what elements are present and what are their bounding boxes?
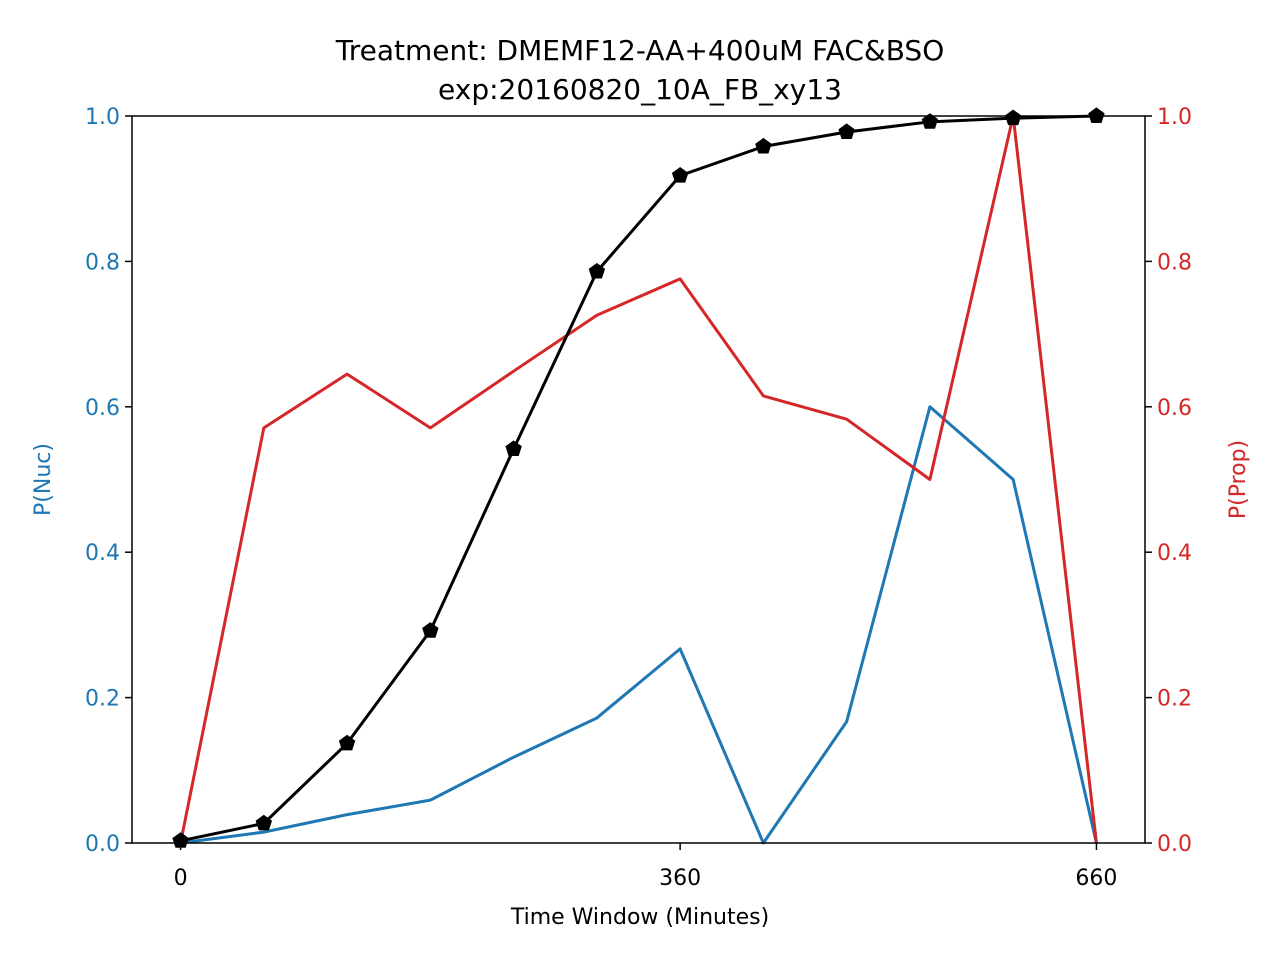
right-tick-label: 0.4: [1157, 541, 1192, 566]
left-tick-label: 0.4: [85, 541, 120, 566]
plot-area: [172, 107, 1105, 848]
series-marker: [505, 440, 522, 456]
plot-frame: [131, 115, 1146, 844]
left-tick-label: 0.0: [85, 832, 120, 857]
x-axis: 0 360 660: [174, 843, 1117, 891]
chart-subtitle: exp:20160820_10A_FB_xy13: [438, 73, 842, 106]
series-marker: [921, 113, 939, 129]
series-marker: [671, 166, 689, 183]
series-marker: [838, 123, 855, 139]
series-marker: [1004, 109, 1022, 126]
right-tick-label: 0.8: [1157, 250, 1192, 275]
right-tick-label: 0.2: [1157, 687, 1192, 712]
right-tick-label: 0.0: [1157, 832, 1192, 857]
left-tick-label: 0.6: [85, 396, 120, 421]
left-tick-label: 0.8: [85, 250, 120, 275]
right-y-axis: 0.0 0.2 0.4 0.6 0.8 1.0: [1145, 105, 1192, 857]
x-tick-label: 360: [659, 866, 701, 891]
series-marker: [755, 137, 772, 154]
series-marker: [422, 622, 439, 638]
right-tick-label: 1.0: [1157, 105, 1192, 130]
x-tick-label: 0: [174, 866, 188, 891]
series-marker: [588, 262, 606, 279]
chart-title: Treatment: DMEMF12-AA+400uM FAC&BSO: [335, 34, 945, 67]
left-tick-label: 0.2: [85, 687, 120, 712]
series-marker: [1088, 107, 1105, 123]
x-tick-label: 660: [1075, 866, 1117, 891]
left-tick-label: 1.0: [85, 105, 120, 130]
series-line-2: [180, 114, 1097, 843]
series-line-1: [179, 114, 1098, 844]
series-marker: [255, 814, 273, 831]
right-y-axis-label: P(Prop): [1226, 440, 1251, 519]
right-tick-label: 0.6: [1157, 396, 1192, 421]
left-y-axis-label: P(Nuc): [31, 443, 56, 516]
left-y-axis: 0.0 0.2 0.4 0.6 0.8 1.0: [85, 105, 132, 857]
x-axis-label: Time Window (Minutes): [510, 905, 769, 930]
series-marker: [338, 734, 356, 751]
